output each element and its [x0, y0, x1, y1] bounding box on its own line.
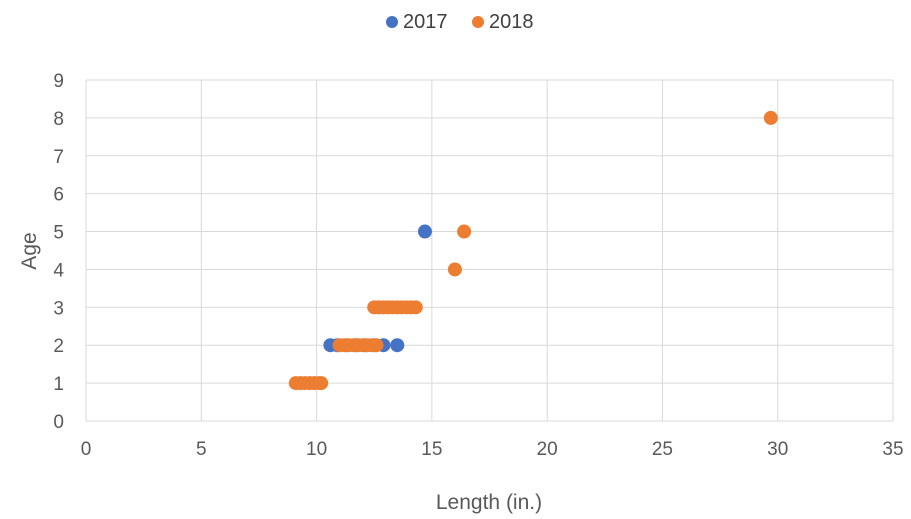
- data-point: [369, 338, 384, 353]
- series-2018: [288, 110, 778, 391]
- legend-marker-2017: [386, 16, 398, 28]
- x-tick-label: 25: [652, 439, 673, 460]
- y-tick-label: 4: [53, 260, 64, 281]
- data-point: [447, 262, 462, 277]
- y-tick-label: 7: [53, 147, 64, 168]
- y-tick-label: 0: [53, 412, 64, 433]
- data-point: [763, 110, 778, 125]
- y-axis-title: Age: [18, 232, 41, 269]
- y-tick-label: 9: [53, 71, 64, 92]
- x-tick-label: 5: [196, 439, 207, 460]
- legend-label-2018: 2018: [489, 11, 534, 33]
- plot-area: [288, 110, 778, 391]
- legend-label-2017: 2017: [403, 11, 448, 33]
- x-tick-label: 15: [421, 439, 442, 460]
- y-tick-label: 6: [53, 185, 64, 206]
- x-axis-title: Length (in.): [436, 491, 542, 514]
- x-tick-label: 35: [882, 439, 903, 460]
- y-tick-label: 3: [53, 298, 64, 319]
- x-tick-label: 30: [767, 439, 788, 460]
- data-point: [314, 376, 329, 391]
- data-point: [408, 300, 423, 315]
- y-tick-labels: 0 1 2 3 4 5 6 7 8 9: [53, 71, 64, 433]
- y-tick-label: 5: [53, 223, 64, 244]
- gridlines: [85, 79, 894, 422]
- y-tick-label: 2: [53, 336, 64, 357]
- legend: 2017 2018: [386, 11, 534, 33]
- legend-marker-2018: [472, 16, 484, 28]
- y-tick-label: 1: [53, 374, 64, 395]
- x-tick-labels: 0 5 10 15 20 25 30 35: [81, 439, 904, 460]
- data-point: [390, 338, 405, 353]
- x-tick-label: 0: [81, 439, 92, 460]
- y-tick-label: 8: [53, 109, 64, 130]
- data-point: [417, 224, 432, 239]
- x-tick-label: 10: [306, 439, 327, 460]
- x-tick-label: 20: [537, 439, 558, 460]
- data-point: [457, 224, 472, 239]
